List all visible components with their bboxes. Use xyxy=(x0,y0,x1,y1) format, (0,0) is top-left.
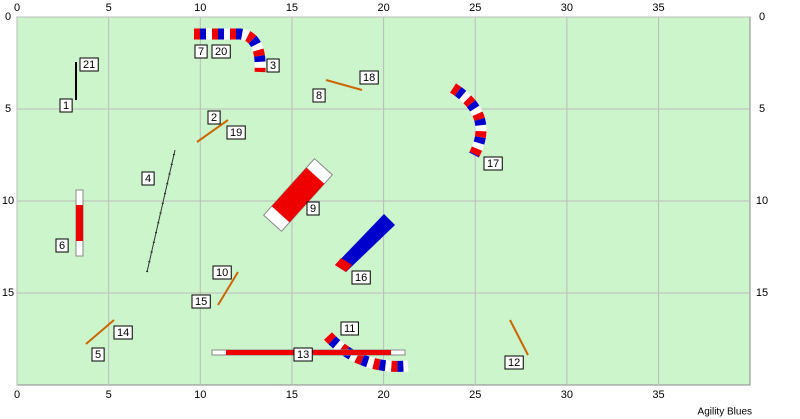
obstacle-number: 10 xyxy=(216,267,228,279)
obstacle-number: 17 xyxy=(487,158,499,170)
obstacle-number: 14 xyxy=(117,327,129,339)
chute xyxy=(335,214,395,272)
x-tick-label: 35 xyxy=(652,389,664,401)
obstacle-number: 16 xyxy=(355,272,367,284)
y-tick-label: 0 xyxy=(759,11,765,23)
obstacle-number: 1 xyxy=(63,100,69,112)
label-box xyxy=(79,57,99,72)
label-box xyxy=(504,355,524,370)
obstacle-number: 4 xyxy=(145,173,151,185)
tunnel xyxy=(323,332,409,372)
y-tick-label: 5 xyxy=(759,103,765,115)
label-box xyxy=(312,88,326,103)
label-box xyxy=(91,347,105,362)
label-box xyxy=(306,201,320,216)
obstacle-number: 2 xyxy=(211,112,217,124)
label-box xyxy=(141,171,155,186)
x-tick-label: 10 xyxy=(194,389,206,401)
jump xyxy=(325,79,363,91)
label-box xyxy=(194,44,208,59)
x-tick-label: 0 xyxy=(14,2,20,14)
label-box xyxy=(340,321,359,336)
y-tick-label: 15 xyxy=(2,287,14,299)
obstacle-number: 8 xyxy=(316,90,322,102)
x-tick-label: 30 xyxy=(561,2,573,14)
obstacle-number: 5 xyxy=(95,349,101,361)
x-tick-label: 15 xyxy=(286,389,298,401)
obstacle-number: 6 xyxy=(59,240,65,252)
label-box xyxy=(55,238,69,253)
obstacle-number: 9 xyxy=(310,203,316,215)
label-box xyxy=(211,44,231,59)
y-tick-label: 0 xyxy=(5,11,11,23)
weave-poles xyxy=(146,149,176,273)
label-box xyxy=(207,110,221,125)
label-box xyxy=(483,156,503,171)
obstacle-number: 20 xyxy=(215,46,227,58)
label-box xyxy=(212,265,232,280)
obstacle-number: 19 xyxy=(230,127,242,139)
obstacle-number: 13 xyxy=(297,349,309,361)
y-tick-label: 10 xyxy=(2,195,14,207)
label-box xyxy=(113,325,133,340)
label-box xyxy=(351,270,371,285)
x-tick-label: 5 xyxy=(106,2,112,14)
x-tick-label: 35 xyxy=(652,2,664,14)
x-tick-label: 30 xyxy=(561,389,573,401)
x-tick-label: 0 xyxy=(14,389,20,401)
jump xyxy=(85,319,115,345)
obstacle-number: 18 xyxy=(363,72,375,84)
grid xyxy=(16,16,750,385)
x-tick-label: 25 xyxy=(469,2,481,14)
label-box xyxy=(226,125,246,140)
obstacle-number: 7 xyxy=(198,46,204,58)
tunnel xyxy=(449,83,487,158)
jump xyxy=(217,271,239,306)
x-tick-label: 15 xyxy=(286,2,298,14)
label-box xyxy=(59,98,73,113)
x-tick-label: 25 xyxy=(469,389,481,401)
jump xyxy=(196,119,229,143)
label-box xyxy=(359,70,379,85)
obstacle-number: 12 xyxy=(508,357,520,369)
y-tick-label: 5 xyxy=(5,103,11,115)
seesaw xyxy=(76,205,83,241)
label-box xyxy=(293,347,313,362)
obstacle-number: 3 xyxy=(270,60,276,72)
y-tick-label: 15 xyxy=(756,287,768,299)
x-tick-label: 10 xyxy=(194,2,206,14)
tunnel xyxy=(449,83,487,158)
label-box xyxy=(191,294,211,309)
chute xyxy=(335,258,352,272)
jump xyxy=(509,319,529,356)
footer: Agility Blues xyxy=(698,407,752,418)
y-tick-label: 10 xyxy=(756,195,768,207)
x-tick-label: 20 xyxy=(377,2,389,14)
obstacle-number: 15 xyxy=(195,296,207,308)
x-tick-label: 5 xyxy=(106,389,112,401)
tunnel xyxy=(194,28,266,73)
obstacle-number: 11 xyxy=(344,323,355,335)
x-tick-label: 20 xyxy=(377,389,389,401)
obstacle-number: 21 xyxy=(83,59,95,71)
label-box xyxy=(266,58,280,73)
